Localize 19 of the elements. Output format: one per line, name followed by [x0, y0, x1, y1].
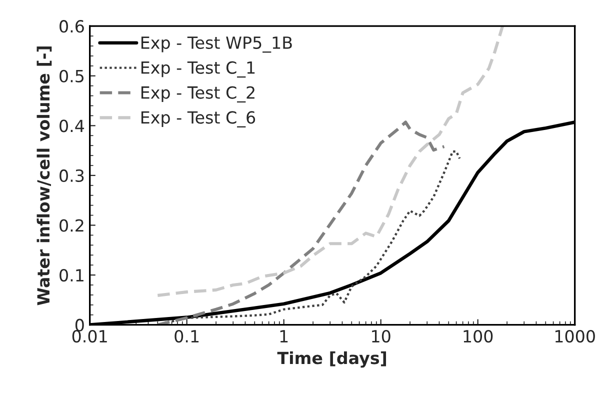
legend-label: Exp - Test WP5_1B: [141, 36, 292, 53]
x-tick-label: 100: [464, 330, 493, 343]
x-tick-label: 0.01: [72, 330, 107, 343]
y-tick-label: 0.2: [60, 219, 84, 232]
y-tick-label: 0.6: [60, 20, 84, 33]
x-tick-label: 0.1: [174, 330, 199, 343]
x-tick-label: 10: [372, 330, 390, 343]
x-tick-label: 1000: [555, 330, 595, 343]
x-tick-label: 1: [280, 330, 288, 342]
y-tick-label: 0.3: [60, 169, 84, 182]
legend-label: Exp - Test C_1: [141, 61, 255, 78]
legend-label: Exp - Test C_2: [141, 86, 254, 103]
y-tick-label: 0: [75, 318, 84, 332]
x-axis-title: Time [days]: [277, 351, 386, 368]
y-tick-label: 0.5: [60, 70, 84, 82]
y-tick-label: 0.1: [60, 268, 84, 282]
y-tick-label: 0.4: [60, 120, 84, 132]
y-axis-title: Water inflow/cell volume [-]: [36, 46, 52, 306]
legend-label: Exp - Test C_6: [141, 111, 256, 128]
